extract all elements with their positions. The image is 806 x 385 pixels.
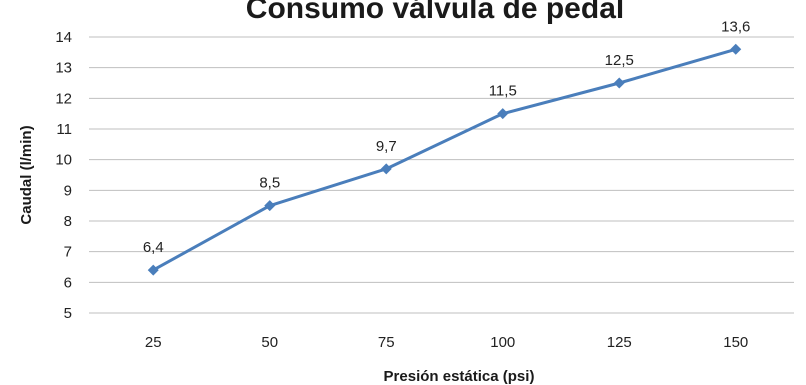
y-tick-label: 6 bbox=[64, 274, 72, 291]
x-tick-label: 25 bbox=[145, 334, 162, 351]
data-label: 6,4 bbox=[143, 239, 164, 256]
x-tick-label: 75 bbox=[378, 334, 395, 351]
data-label: 9,7 bbox=[376, 138, 397, 155]
series-line bbox=[151, 47, 738, 272]
y-tick-label: 13 bbox=[55, 60, 72, 77]
y-tick-label: 9 bbox=[64, 182, 72, 199]
y-tick-label: 8 bbox=[64, 213, 72, 230]
gridlines bbox=[89, 36, 794, 314]
y-tick-label: 5 bbox=[64, 305, 72, 322]
series-layer: 6,4 8,5 9,7 11,5 12,5 13,6 bbox=[143, 18, 750, 276]
data-label: 13,6 bbox=[721, 18, 750, 35]
x-axis-ticks: 25 50 75 100 125 150 bbox=[145, 334, 748, 351]
data-label: 11,5 bbox=[489, 83, 517, 100]
data-point-marker bbox=[613, 77, 625, 89]
y-tick-label: 14 bbox=[55, 29, 72, 46]
x-axis-title: Presión estática (psi) bbox=[384, 368, 535, 385]
chart-title: Consumo válvula de pedal bbox=[246, 0, 624, 25]
data-point-marker bbox=[147, 264, 159, 276]
x-tick-label: 150 bbox=[723, 334, 748, 351]
y-tick-label: 7 bbox=[64, 244, 72, 261]
y-tick-label: 10 bbox=[55, 152, 72, 169]
data-point-marker bbox=[730, 43, 742, 55]
y-tick-label: 12 bbox=[55, 90, 72, 107]
data-point-marker bbox=[380, 163, 392, 175]
data-label: 8,5 bbox=[259, 175, 280, 192]
y-axis-title: Caudal (l/min) bbox=[18, 125, 35, 224]
data-label: 12,5 bbox=[605, 52, 634, 69]
data-point-marker bbox=[264, 200, 276, 212]
x-tick-label: 125 bbox=[607, 334, 632, 351]
y-axis-ticks: 5 6 7 8 9 10 11 12 13 14 bbox=[55, 29, 72, 322]
x-tick-label: 100 bbox=[490, 334, 515, 351]
data-point-marker bbox=[497, 108, 509, 120]
x-tick-label: 50 bbox=[261, 334, 278, 351]
y-tick-label: 11 bbox=[56, 121, 72, 138]
